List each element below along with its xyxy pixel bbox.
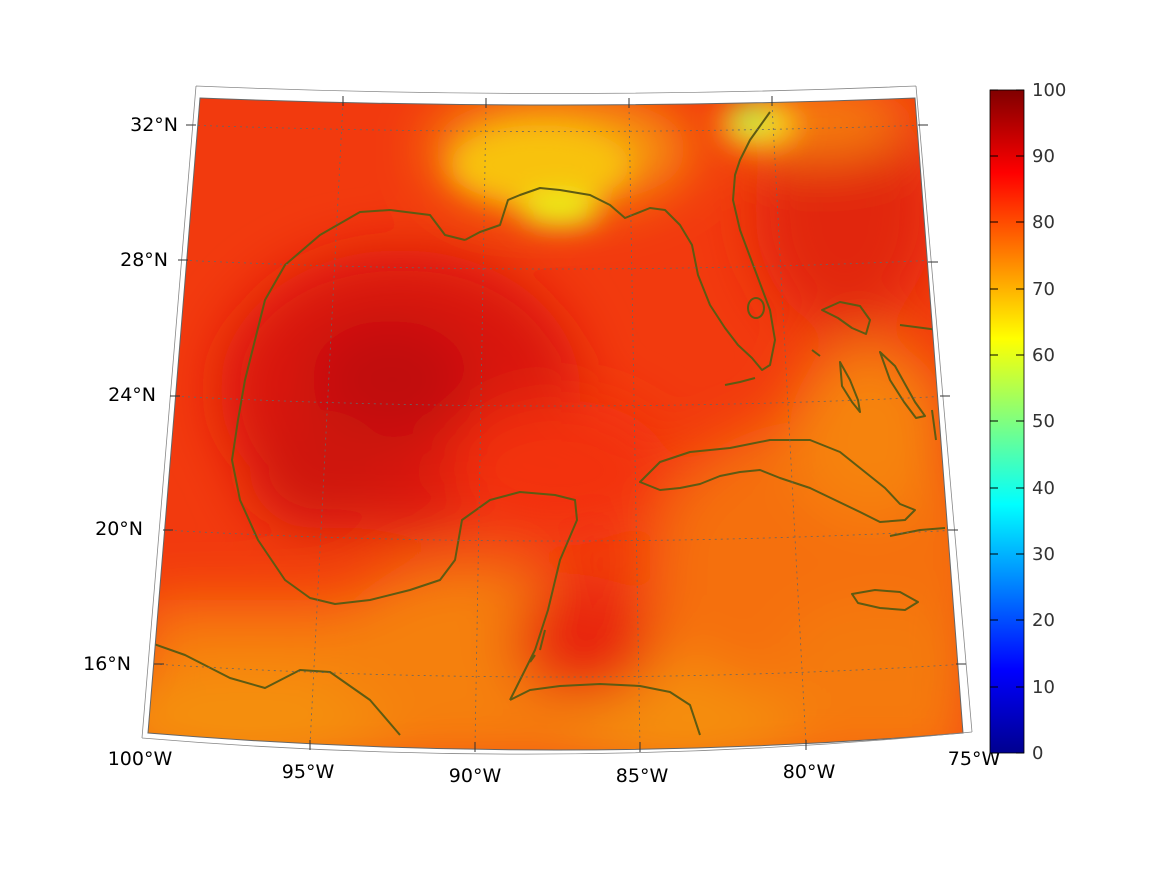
colorbar: 100 90 80 70 60 50 40 30 20 10 0 xyxy=(989,80,1066,764)
lat-label: 16°N xyxy=(83,653,131,675)
colorbar-tick-label: 70 xyxy=(1032,279,1055,300)
colorbar-tick-label: 50 xyxy=(1032,411,1055,432)
colorbar-tick-label: 100 xyxy=(1032,80,1066,101)
coastlines xyxy=(148,111,946,736)
lon-label: 80°W xyxy=(783,761,836,783)
lat-label: 24°N xyxy=(108,384,156,406)
lon-label: 85°W xyxy=(616,765,669,787)
lat-label: 32°N xyxy=(130,114,178,136)
lat-label: 28°N xyxy=(120,249,168,271)
colorbar-tick-label: 20 xyxy=(1032,610,1055,631)
lon-label: 75°W xyxy=(948,748,1001,770)
colorbar-tick-label: 40 xyxy=(1032,478,1055,499)
graticule xyxy=(153,101,963,749)
lon-label: 90°W xyxy=(449,765,502,787)
colorbar-tick-label: 10 xyxy=(1032,677,1055,698)
colorbar-tick-label: 0 xyxy=(1032,743,1043,764)
lat-label: 20°N xyxy=(95,518,143,540)
colorbar-tick-label: 30 xyxy=(1032,544,1055,565)
map-field xyxy=(148,98,963,750)
colorbar-tick-label: 90 xyxy=(1032,146,1055,167)
frame-ticks xyxy=(154,96,966,752)
latitude-labels: 32°N 28°N 24°N 20°N 16°N xyxy=(83,114,178,675)
colorbar-tick-label: 80 xyxy=(1032,212,1055,233)
colorbar-tick-label: 60 xyxy=(1032,345,1055,366)
lon-label: 100°W xyxy=(108,748,173,770)
longitude-labels: 100°W 95°W 90°W 85°W 80°W 75°W xyxy=(108,748,1001,787)
lon-label: 95°W xyxy=(282,761,335,783)
